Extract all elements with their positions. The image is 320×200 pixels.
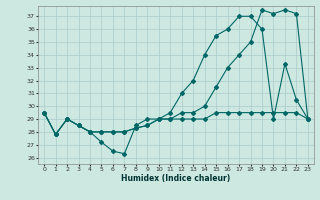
- X-axis label: Humidex (Indice chaleur): Humidex (Indice chaleur): [121, 174, 231, 183]
